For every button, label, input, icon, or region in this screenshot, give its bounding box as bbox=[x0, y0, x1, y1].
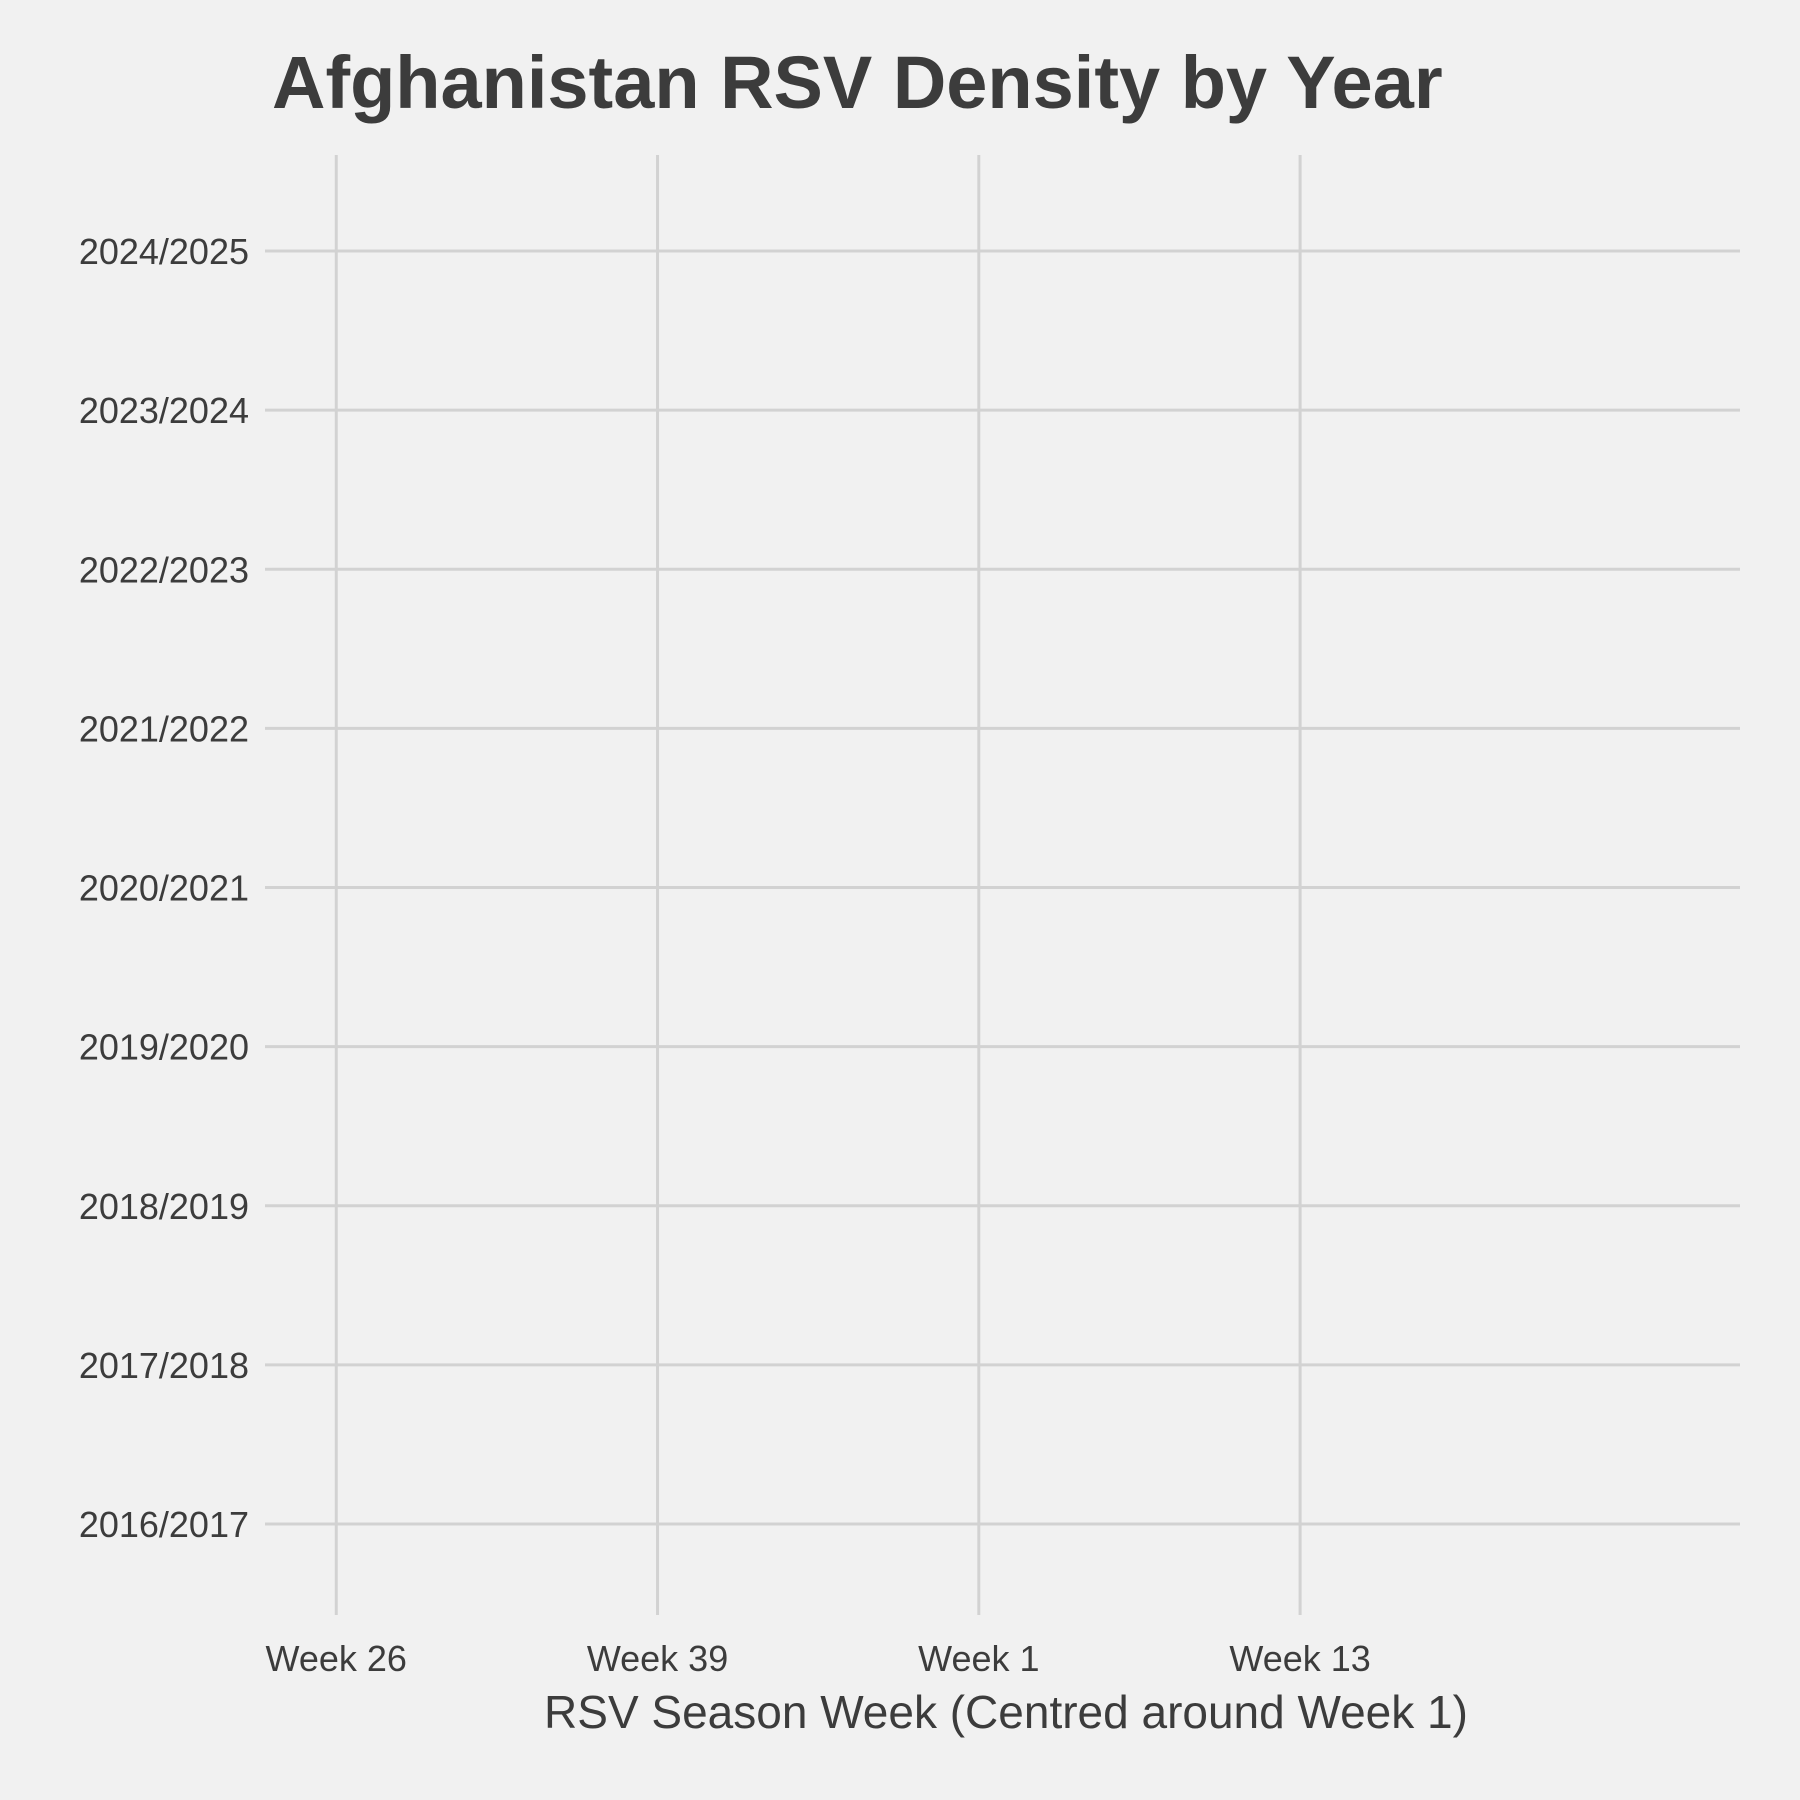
y-tick-label: 2018/2019 bbox=[79, 1186, 249, 1227]
vertical-gridlines bbox=[334, 155, 1302, 1615]
x-tick-label: Week 13 bbox=[1229, 1638, 1370, 1679]
x-tick-label: Week 26 bbox=[266, 1638, 407, 1679]
y-tick-label: 2016/2017 bbox=[79, 1504, 249, 1545]
x-tick-label: Week 39 bbox=[587, 1638, 728, 1679]
y-tick-label: 2022/2023 bbox=[79, 549, 249, 590]
y-tick-label: 2021/2022 bbox=[79, 708, 249, 749]
chart-title: Afghanistan RSV Density by Year bbox=[272, 41, 1443, 124]
horizontal-gridlines bbox=[272, 249, 1740, 1526]
y-axis-tick-labels: 2016/2017 2017/2018 2018/2019 2019/2020 2020… bbox=[79, 231, 249, 1545]
x-axis-tick-labels: Week 26 Week 39 Week 1 Week 13 bbox=[266, 1638, 1371, 1679]
y-tick-label: 2019/2020 bbox=[79, 1027, 249, 1068]
x-axis-title: RSV Season Week (Centred around Week 1) bbox=[544, 1686, 1468, 1738]
x-tick-label: Week 1 bbox=[918, 1638, 1039, 1679]
y-axis-ticks bbox=[265, 249, 272, 1526]
y-tick-label: 2020/2021 bbox=[79, 868, 249, 909]
y-tick-label: 2024/2025 bbox=[79, 231, 249, 272]
y-tick-label: 2017/2018 bbox=[79, 1345, 249, 1386]
y-tick-label: 2023/2024 bbox=[79, 390, 249, 431]
